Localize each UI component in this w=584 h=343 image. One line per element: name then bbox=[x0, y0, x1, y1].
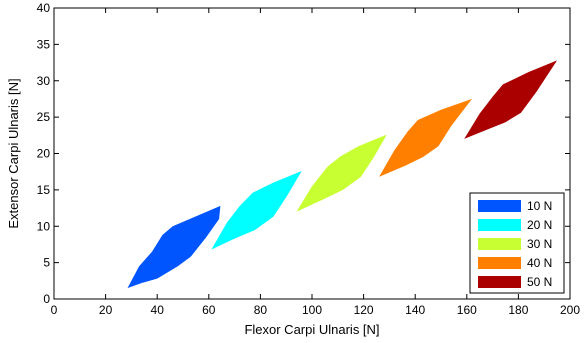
x-tick-label: 60 bbox=[202, 303, 216, 317]
x-tick-label: 80 bbox=[254, 303, 268, 317]
legend-label-4: 40 N bbox=[527, 256, 552, 270]
y-tick-label: 5 bbox=[43, 256, 50, 270]
legend-swatch-3 bbox=[478, 238, 521, 250]
y-tick-label: 35 bbox=[37, 37, 51, 51]
y-tick-label: 10 bbox=[37, 219, 51, 233]
y-tick-label: 20 bbox=[37, 147, 51, 161]
y-axis-label: Extensor Carpi Ulnaris [N] bbox=[6, 78, 21, 228]
series-region-3 bbox=[296, 134, 387, 212]
legend-swatch-4 bbox=[478, 257, 521, 269]
x-tick-label: 180 bbox=[508, 303, 528, 317]
legend: 10 N 20 N 30 N 40 N 50 N bbox=[469, 192, 565, 294]
legend-swatch-2 bbox=[478, 219, 521, 231]
legend-swatch-5 bbox=[478, 276, 521, 288]
y-tick-label: 0 bbox=[43, 292, 50, 306]
x-tick-label: 160 bbox=[457, 303, 477, 317]
legend-label-1: 10 N bbox=[527, 199, 552, 213]
x-tick-label: 0 bbox=[51, 303, 58, 317]
x-tick-label: 100 bbox=[302, 303, 322, 317]
series-region-5 bbox=[464, 60, 558, 139]
legend-label-3: 30 N bbox=[527, 237, 552, 251]
series-region-4 bbox=[379, 98, 472, 177]
y-tick-label: 40 bbox=[37, 1, 51, 15]
x-tick-label: 120 bbox=[354, 303, 374, 317]
series-layer bbox=[127, 60, 558, 289]
series-region-1 bbox=[127, 205, 221, 289]
x-tick-label: 200 bbox=[560, 303, 580, 317]
legend-swatch-1 bbox=[478, 200, 521, 212]
x-tick-label: 140 bbox=[405, 303, 425, 317]
y-tick-label: 25 bbox=[37, 110, 51, 124]
x-tick-label: 20 bbox=[99, 303, 113, 317]
y-tick-label: 15 bbox=[37, 183, 51, 197]
x-axis-label: Flexor Carpi Ulnaris [N] bbox=[244, 322, 379, 337]
legend-label-2: 20 N bbox=[527, 218, 552, 232]
legend-label-5: 50 N bbox=[527, 275, 552, 289]
ticks-layer: 0 20 40 60 80 100 120 140 160 180 200 0 5 10 15 20 25 30 3… bbox=[37, 1, 581, 317]
series-region-2 bbox=[211, 171, 302, 250]
y-tick-label: 30 bbox=[37, 74, 51, 88]
x-tick-label: 40 bbox=[151, 303, 165, 317]
